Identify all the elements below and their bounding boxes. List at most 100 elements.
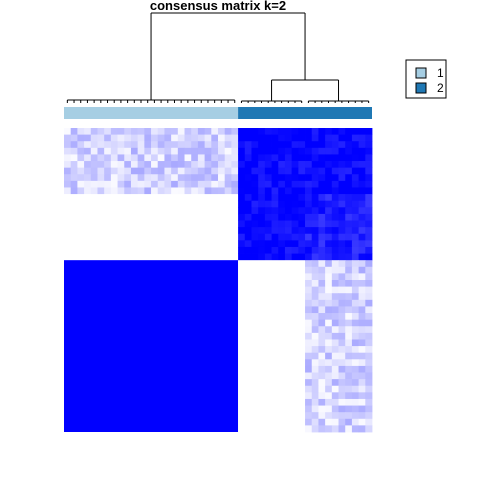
heatmap-cell (70, 167, 78, 175)
heatmap-cell (331, 326, 339, 334)
heatmap-cell (331, 286, 339, 294)
heatmap-cell (351, 346, 360, 354)
heatmap-cell (291, 161, 299, 169)
heatmap-cell (231, 147, 239, 155)
heatmap-cell (311, 161, 319, 169)
heatmap-cell (331, 213, 339, 221)
heatmap-cell (70, 187, 78, 195)
heatmap-cell (358, 418, 366, 426)
heatmap-cell (231, 154, 239, 162)
heatmap-cell (211, 187, 219, 195)
heatmap-cell (311, 246, 319, 254)
heatmap-cell (97, 187, 105, 195)
heatmap-cell (351, 207, 360, 215)
heatmap-cell (137, 141, 145, 149)
heatmap-cell (177, 128, 185, 136)
heatmap-cell (171, 161, 179, 169)
heatmap-cell (177, 161, 185, 169)
heatmap-cell (305, 154, 313, 162)
heatmap-cell (144, 141, 152, 149)
heatmap-cell (305, 372, 313, 380)
heatmap-cell (311, 299, 319, 307)
heatmap-cell (298, 128, 306, 136)
heatmap-cell (305, 141, 313, 149)
heatmap-cell (244, 213, 252, 221)
heatmap-cell (278, 161, 286, 169)
heatmap-cell (338, 385, 346, 393)
heatmap-cell (278, 174, 286, 182)
heatmap-cell (345, 240, 353, 248)
heatmap-cell (171, 167, 179, 175)
heatmap-cell (305, 227, 313, 235)
heatmap-cell (271, 246, 279, 254)
heatmap-cell (338, 187, 346, 195)
heatmap-cell (291, 167, 299, 175)
heatmap-cell (365, 187, 373, 195)
heatmap-cell (251, 207, 259, 215)
heatmap-cell (97, 174, 105, 182)
heatmap-cell (191, 174, 199, 182)
heatmap-cell (345, 392, 353, 400)
heatmap-cell (157, 154, 165, 162)
heatmap-cell (305, 385, 313, 393)
heatmap-cell (171, 141, 179, 149)
heatmap-cell (144, 154, 152, 162)
heatmap-cell (318, 405, 326, 413)
heatmap-cell (164, 180, 172, 188)
heatmap-cell (77, 128, 85, 136)
heatmap-cell (351, 319, 360, 327)
heatmap-cell (351, 326, 360, 334)
heatmap-cell (104, 167, 112, 175)
heatmap-cell (345, 379, 353, 387)
heatmap-cell (137, 187, 145, 195)
heatmap-cell (351, 260, 360, 268)
heatmap-cell (331, 233, 339, 241)
heatmap-cell (124, 134, 132, 142)
heatmap-cell (358, 220, 366, 228)
heatmap-cell (291, 134, 299, 142)
heatmap-cell (264, 167, 272, 175)
heatmap-cell (171, 128, 179, 136)
heatmap-cell (325, 299, 333, 307)
heatmap-cell (90, 167, 98, 175)
heatmap-cell (318, 161, 326, 169)
heatmap-cell (264, 233, 272, 241)
heatmap-cell (358, 379, 366, 387)
heatmap-cell (211, 128, 219, 136)
heatmap-cell (365, 273, 373, 281)
heatmap-cell (358, 207, 366, 215)
heatmap-cell (351, 240, 360, 248)
heatmap-cell (325, 253, 333, 261)
heatmap-cell (264, 154, 272, 162)
heatmap-cell (70, 154, 78, 162)
heatmap-cell (338, 293, 346, 301)
heatmap-cell (318, 194, 326, 202)
heatmap-cell (110, 174, 118, 182)
heatmap-cell (358, 128, 366, 136)
heatmap-cell (305, 365, 313, 373)
heatmap-cell (284, 213, 293, 221)
heatmap-cell (90, 147, 98, 155)
heatmap-cell (325, 405, 333, 413)
heatmap-cell (338, 306, 346, 314)
heatmap-cell (331, 306, 339, 314)
heatmap-cell (117, 134, 125, 142)
heatmap-cell (305, 147, 313, 155)
heatmap-cell (305, 359, 313, 367)
heatmap-cell (130, 187, 139, 195)
heatmap-cell (218, 147, 226, 155)
heatmap-cell (351, 233, 360, 241)
heatmap-cell (104, 180, 112, 188)
heatmap-cell (224, 187, 232, 195)
heatmap-cell (264, 194, 272, 202)
heatmap-cell (338, 141, 346, 149)
heatmap-cell (358, 273, 366, 281)
heatmap-cell (130, 167, 139, 175)
heatmap-cell (318, 293, 326, 301)
heatmap-cell (365, 392, 373, 400)
heatmap-cell (231, 141, 239, 149)
heatmap-cell (64, 141, 72, 149)
heatmap-cell (177, 167, 185, 175)
heatmap-cell (224, 167, 232, 175)
heatmap-cell (331, 240, 339, 248)
